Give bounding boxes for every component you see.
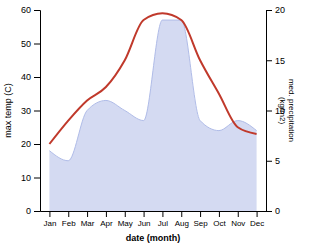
tick-label: 0 <box>275 206 280 216</box>
tick: Nov <box>231 211 245 228</box>
tick-mark <box>34 178 40 179</box>
tick-mark <box>257 211 258 217</box>
tick-mark <box>266 211 272 212</box>
tick-mark <box>34 44 40 45</box>
tick-mark <box>125 211 126 217</box>
tick-mark <box>266 161 272 162</box>
tick: 0 <box>266 206 280 216</box>
tick-label: Apr <box>100 219 113 228</box>
tick: Apr <box>100 211 113 228</box>
tick-mark <box>144 211 145 217</box>
title-line: med. precipitation <box>287 79 296 142</box>
tick-label: Sep <box>193 219 208 228</box>
tick-label: Oct <box>213 219 226 228</box>
tick-mark <box>34 111 40 112</box>
tick-mark <box>34 77 40 78</box>
tick-mark <box>34 211 40 212</box>
tick: Feb <box>62 211 76 228</box>
tick-label: Jun <box>138 219 151 228</box>
tick: May <box>118 211 133 228</box>
tick-label: Mar <box>81 219 95 228</box>
marks <box>49 13 256 211</box>
tick-label: Feb <box>62 219 76 228</box>
tick-mark <box>238 211 239 217</box>
tick-mark <box>68 211 69 217</box>
tick: 5 <box>266 156 280 166</box>
tick-mark <box>266 111 272 112</box>
tick: 0 <box>26 206 40 216</box>
x-axis-title: date (month) <box>126 233 181 243</box>
tick: 60 <box>21 5 40 15</box>
tick: 30 <box>21 106 40 116</box>
tick-mark <box>87 211 88 217</box>
tick-mark <box>34 10 40 11</box>
tick-label: 40 <box>21 72 31 82</box>
tick: 50 <box>21 39 40 49</box>
chart: Jan Feb Mar Apr May Jun Jul Aug Sep Oct Nov Dec 0 10 2… <box>0 0 318 247</box>
tick: Jan <box>43 211 56 228</box>
y-axis: 0 10 20 30 40 50 60 <box>21 5 41 216</box>
tick-label: 60 <box>21 5 31 15</box>
area <box>49 20 256 211</box>
tick-mark <box>49 211 50 217</box>
tick: Sep <box>193 211 208 228</box>
tick: Mar <box>81 211 95 228</box>
tick-label: 5 <box>275 156 280 166</box>
tick-mark <box>162 211 163 217</box>
tick: 20 <box>266 5 285 15</box>
tick-mark <box>266 60 272 61</box>
tick-label: Jul <box>158 219 168 228</box>
tick-mark <box>266 10 272 11</box>
tick-label: Jan <box>43 219 56 228</box>
axis-line <box>267 11 273 212</box>
title-line: (kg/m2) <box>278 97 287 124</box>
tick-label: Dec <box>250 219 264 228</box>
tick-label: May <box>118 219 133 228</box>
tick-label: 50 <box>21 39 31 49</box>
line <box>49 13 256 144</box>
tick: Oct <box>213 211 226 228</box>
tick-label: 20 <box>275 5 285 15</box>
y-axis-title: max temp (C) <box>3 83 13 138</box>
tick: Aug <box>175 211 189 228</box>
tick: 40 <box>21 72 40 82</box>
tick-label: 10 <box>21 173 31 183</box>
area-outline <box>49 20 256 161</box>
tick-label: Nov <box>231 219 245 228</box>
tick: Jun <box>138 211 151 228</box>
tick-label: 20 <box>21 139 31 149</box>
tick-mark <box>34 144 40 145</box>
tick-mark <box>200 211 201 217</box>
tick-mark <box>181 211 182 217</box>
tick-label: 0 <box>26 206 31 216</box>
tick-mark <box>106 211 107 217</box>
x-axis: Jan Feb Mar Apr May Jun Jul Aug Sep Oct Nov Dec <box>41 211 267 228</box>
y2-axis-title: med. precipitation(kg/m2) <box>278 79 296 142</box>
axis-line <box>41 211 267 212</box>
tick-mark <box>219 211 220 217</box>
axis-line <box>34 11 41 212</box>
tick: 15 <box>266 56 285 66</box>
tick-label: 30 <box>21 106 31 116</box>
tick-label: Aug <box>175 219 189 228</box>
plot: Jan Feb Mar Apr May Jun Jul Aug Sep Oct Nov Dec 0 10 2… <box>21 5 285 227</box>
tick: 20 <box>21 139 40 149</box>
tick: Dec <box>250 211 264 228</box>
tick: Jul <box>158 211 168 228</box>
tick: 10 <box>21 173 40 183</box>
tick-label: 15 <box>275 56 285 66</box>
